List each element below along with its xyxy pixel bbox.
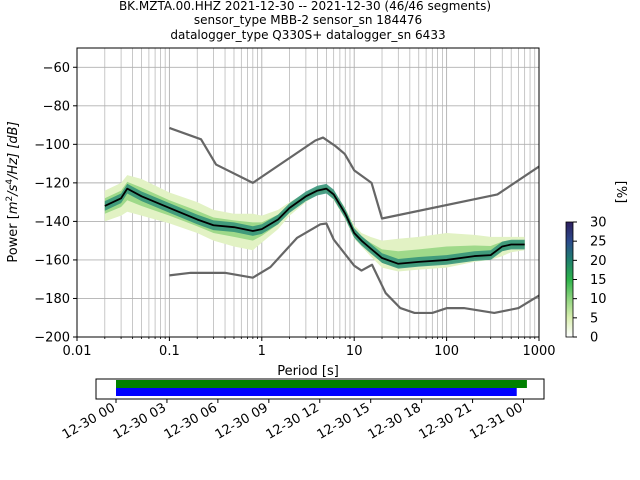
- x-tick-label: 1000: [522, 344, 555, 359]
- colorbar: [565, 221, 574, 338]
- x-tick-label: 10: [346, 344, 363, 359]
- colorbar-ticks: 0 5 10 15 20 25 30: [573, 216, 607, 346]
- colorbar-tick-label: 30: [590, 216, 607, 231]
- x-tick-label: 0.01: [63, 344, 92, 359]
- chart-title-line3: datalogger_type Q330S+ datalogger_sn 643…: [170, 28, 445, 42]
- x-tick-label: 1: [258, 344, 266, 359]
- plot-frame: [76, 47, 540, 338]
- colorbar-tick-label: 0: [590, 331, 598, 346]
- x-tick-label: 0.1: [159, 344, 180, 359]
- timeline-tick-label: 12-30 21: [416, 400, 474, 442]
- density-band-core: [104, 183, 525, 269]
- noise-model-high-line: [169, 126, 539, 220]
- mean-line: [104, 187, 525, 265]
- y-tick-label: −200: [34, 331, 70, 346]
- chart-title-line2: sensor_type MBB-2 sensor_sn 184476: [194, 13, 422, 27]
- psd-curves: [104, 126, 539, 315]
- timeline-tick-label: 12-30 12: [264, 400, 322, 442]
- timeline-tick-label: 12-30 09: [213, 400, 271, 442]
- colorbar-tick-label: 20: [590, 254, 607, 269]
- y-tick-label: −120: [34, 176, 70, 191]
- y-tick-label: −140: [34, 215, 70, 230]
- colorbar-label: [%]: [613, 181, 628, 204]
- y-tick-label: −160: [34, 253, 70, 268]
- y-tick-label: −80: [43, 99, 70, 114]
- psd-density-band: [104, 175, 525, 272]
- timeline-tick-label: 12-30 00: [60, 400, 118, 442]
- density-band-inner: [104, 181, 525, 268]
- x-axis-label: Period [s]: [277, 364, 339, 379]
- colorbar-tick-label: 25: [590, 235, 607, 250]
- y-axis-ticks: −60 −80 −100 −120 −140 −160 −180 −200: [34, 61, 77, 346]
- timeline-tick-label: 12-30 03: [111, 400, 169, 442]
- timeline-tick-label: 12-30 18: [366, 400, 424, 442]
- chart-title-line1: BK.MZTA.00.HHZ 2021-12-30 -- 2021-12-30 …: [119, 0, 491, 13]
- timeline-bars: [116, 380, 527, 396]
- psd-segments-bar: [116, 388, 517, 396]
- noise-model-low-line: [169, 222, 539, 315]
- colorbar-tick-label: 10: [590, 292, 607, 307]
- x-axis-ticks: 0.01 0.1 1 10 100 1000: [63, 337, 556, 359]
- x-tick-label: 100: [434, 344, 459, 359]
- y-tick-label: −100: [34, 138, 70, 153]
- y-axis-label: Power [m2/s4/Hz] [dB]: [5, 121, 21, 262]
- colorbar-tick-label: 15: [590, 273, 607, 288]
- colorbar-tick-label: 5: [590, 311, 598, 326]
- density-band-outer: [104, 175, 525, 272]
- data-availability-bar: [116, 380, 527, 388]
- timeline-tick-label: 12-31 00: [467, 400, 525, 442]
- timeline-tick-label: 12-30 15: [315, 400, 373, 442]
- timeline-tick-label: 12-30 06: [162, 400, 220, 442]
- y-tick-label: −60: [43, 61, 70, 76]
- plot-grid: [76, 48, 539, 338]
- y-tick-label: −180: [34, 292, 70, 307]
